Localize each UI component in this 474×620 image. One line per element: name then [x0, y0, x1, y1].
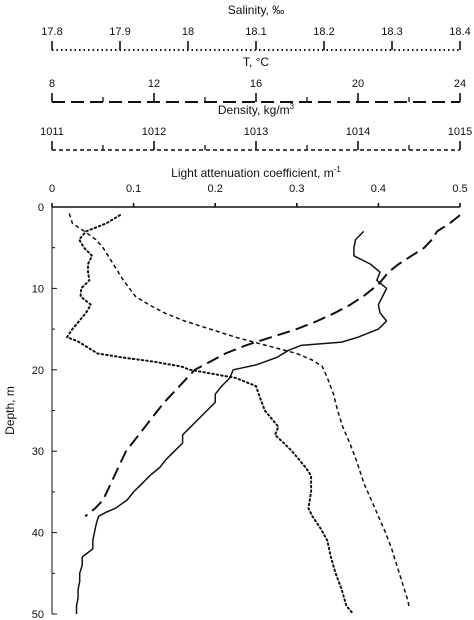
temperature-tick-label: 16	[250, 78, 262, 90]
light-tick-label: 0.4	[371, 183, 386, 195]
density-tick-label: 1014	[346, 126, 370, 138]
light-tick-label: 0.2	[208, 183, 223, 195]
light-axis-title-superscript: -1	[334, 165, 342, 174]
salinity-axis: Salinity, ‰ 17.8 17.9 18 18.1 18.2 18.3 18.4	[41, 3, 471, 51]
density-series	[68, 213, 410, 607]
light-axis-title: Light attenuation coefficient, m-1	[171, 165, 341, 180]
depth-tick-label: 30	[32, 446, 44, 458]
light-tick-label: 0	[49, 183, 55, 195]
salinity-axis-title: Salinity, ‰	[228, 3, 284, 17]
salinity-tick-label: 17.9	[109, 26, 130, 38]
salinity-tick-label: 17.8	[41, 26, 62, 38]
depth-axis: 0 10 20 30 40 50 Depth, m	[3, 202, 57, 620]
density-tick-label: 1012	[142, 126, 166, 138]
depth-tick-label: 50	[32, 609, 44, 620]
depth-tick-label: 0	[38, 202, 44, 214]
light-series-line	[75, 230, 388, 614]
temperature-axis: T, °C 8 12 16 20 24	[49, 55, 466, 103]
density-axis-title: Density, kg/m3	[218, 102, 295, 117]
salinity-series-line	[66, 214, 355, 615]
light-series	[75, 230, 388, 614]
top-axes: Salinity, ‰ 17.8 17.9 18 18.1 18.2 18.3 18.4 T, …	[40, 3, 472, 208]
temperature-tick-label: 8	[49, 78, 55, 90]
temperature-tick-label: 24	[454, 78, 466, 90]
density-axis: Density, kg/m3 1011 1012 1013 1014 1015	[40, 102, 472, 151]
density-tick-label: 1013	[244, 126, 268, 138]
temperature-series-line	[84, 214, 461, 518]
density-series-line	[68, 213, 410, 607]
density-axis-title-text: Density, kg/m	[218, 103, 290, 117]
light-axis: Light attenuation coefficient, m-1 0 0.1 0.…	[49, 165, 468, 208]
salinity-tick-label: 18.1	[245, 26, 266, 38]
depth-tick-label: 40	[32, 528, 44, 540]
temperature-tick-label: 12	[148, 78, 160, 90]
light-tick-label: 0.3	[289, 183, 304, 195]
light-tick-label: 0.5	[452, 183, 467, 195]
salinity-series	[66, 214, 355, 615]
density-tick-label: 1015	[448, 126, 472, 138]
depth-tick-label: 10	[32, 283, 44, 295]
temperature-axis-title: T, °C	[243, 55, 269, 69]
salinity-tick-label: 18	[182, 26, 194, 38]
salinity-tick-label: 18.4	[449, 26, 470, 38]
density-tick-label: 1011	[40, 126, 64, 138]
profile-series	[66, 213, 461, 615]
density-axis-title-superscript: 3	[290, 102, 295, 111]
salinity-tick-label: 18.3	[381, 26, 402, 38]
light-tick-label: 0.1	[126, 183, 141, 195]
depth-tick-label: 20	[32, 365, 44, 377]
depth-axis-title: Depth, m	[3, 386, 17, 435]
temperature-tick-label: 20	[352, 78, 364, 90]
salinity-tick-label: 18.2	[313, 26, 334, 38]
light-axis-title-text: Light attenuation coefficient, m	[171, 166, 334, 180]
temperature-series	[84, 214, 461, 518]
